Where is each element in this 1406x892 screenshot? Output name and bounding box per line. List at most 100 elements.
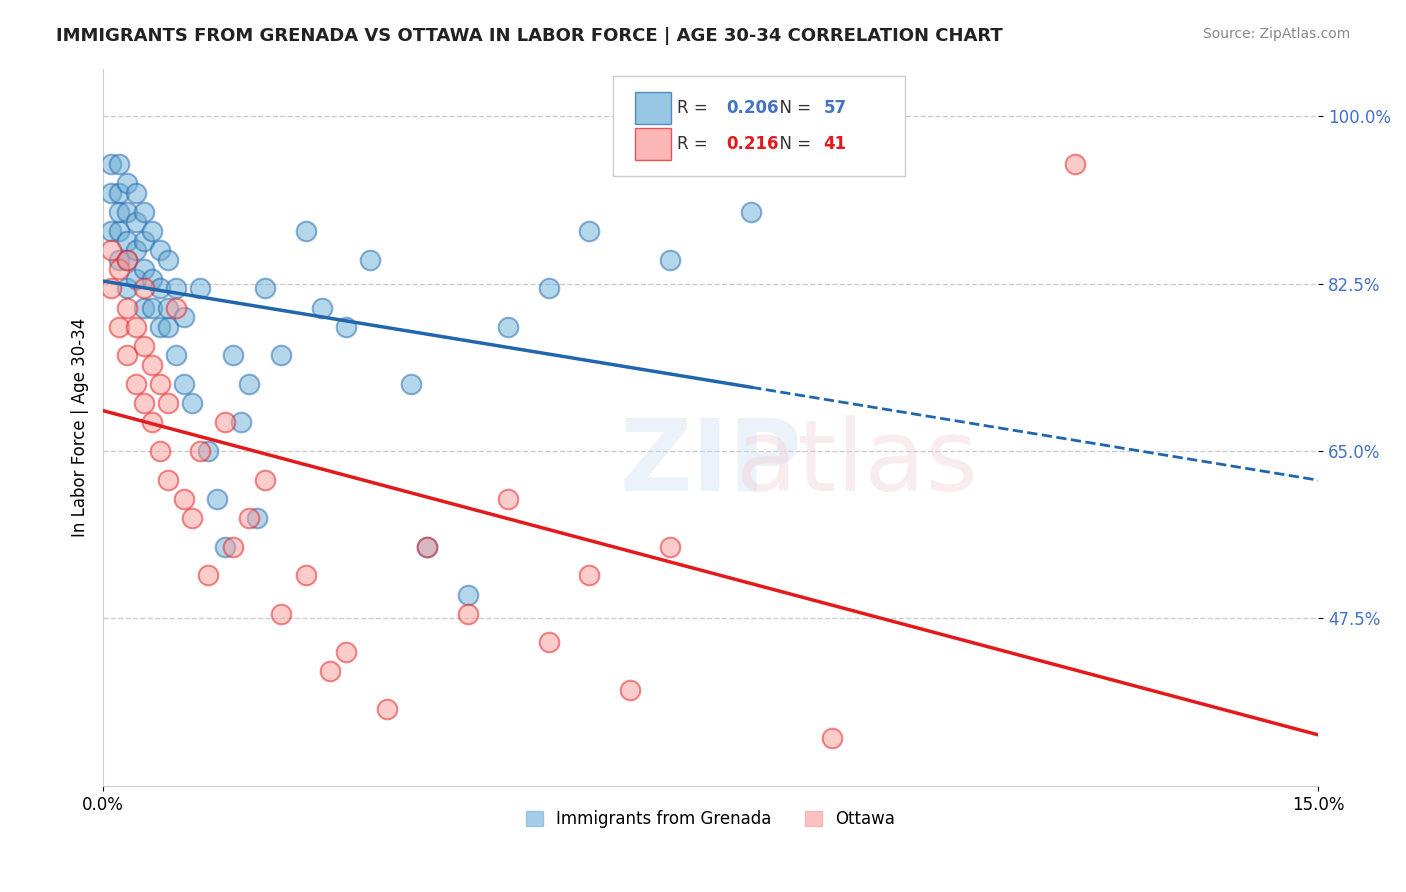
Point <box>132 301 155 315</box>
Point <box>821 731 844 745</box>
Y-axis label: In Labor Force | Age 30-34: In Labor Force | Age 30-34 <box>72 318 89 537</box>
Point <box>188 281 211 295</box>
Point <box>254 473 277 487</box>
Point <box>124 186 146 200</box>
Text: R =: R = <box>676 135 713 153</box>
Point <box>496 319 519 334</box>
Text: N =: N = <box>769 99 817 117</box>
Point <box>173 377 195 392</box>
Text: IMMIGRANTS FROM GRENADA VS OTTAWA IN LABOR FORCE | AGE 30-34 CORRELATION CHART: IMMIGRANTS FROM GRENADA VS OTTAWA IN LAB… <box>56 27 1002 45</box>
Text: 0.206: 0.206 <box>727 99 779 117</box>
Point <box>132 262 155 277</box>
Point <box>270 348 292 362</box>
Text: 41: 41 <box>824 135 846 153</box>
Point <box>222 540 245 554</box>
Point <box>156 473 179 487</box>
Point <box>457 587 479 601</box>
Point <box>149 319 172 334</box>
Point <box>740 205 762 219</box>
Point <box>416 540 439 554</box>
Point <box>188 444 211 458</box>
Point <box>165 281 187 295</box>
Point <box>108 157 131 171</box>
FancyBboxPatch shape <box>636 92 671 124</box>
Point <box>124 214 146 228</box>
Point <box>359 252 381 267</box>
FancyBboxPatch shape <box>613 76 905 176</box>
Point <box>197 444 219 458</box>
Text: atlas: atlas <box>735 415 977 511</box>
Point <box>100 186 122 200</box>
Point <box>100 224 122 238</box>
Point <box>659 252 682 267</box>
Point <box>254 281 277 295</box>
Point <box>156 301 179 315</box>
Point <box>214 416 236 430</box>
Text: Source: ZipAtlas.com: Source: ZipAtlas.com <box>1202 27 1350 41</box>
Point <box>141 272 163 286</box>
Point <box>496 491 519 506</box>
Point <box>132 396 155 410</box>
Point <box>181 396 204 410</box>
Point <box>246 511 269 525</box>
Point <box>124 244 146 258</box>
Point <box>108 224 131 238</box>
Point <box>238 377 260 392</box>
Point <box>156 252 179 267</box>
Point <box>197 568 219 582</box>
Point <box>165 301 187 315</box>
Point <box>149 244 172 258</box>
Point <box>165 348 187 362</box>
Point <box>141 301 163 315</box>
Point <box>117 252 139 267</box>
Point <box>311 301 333 315</box>
Point <box>117 176 139 190</box>
Point <box>578 224 600 238</box>
Point <box>238 511 260 525</box>
Point <box>100 157 122 171</box>
Legend: Immigrants from Grenada, Ottawa: Immigrants from Grenada, Ottawa <box>520 804 901 835</box>
Text: 0.216: 0.216 <box>727 135 779 153</box>
Point <box>537 281 560 295</box>
Point <box>108 319 131 334</box>
Point <box>457 607 479 621</box>
Point <box>222 348 245 362</box>
Point <box>117 234 139 248</box>
Point <box>100 244 122 258</box>
Point <box>149 377 172 392</box>
Point <box>132 234 155 248</box>
Point <box>108 252 131 267</box>
Point <box>149 281 172 295</box>
Point <box>659 540 682 554</box>
Text: 57: 57 <box>824 99 846 117</box>
Point <box>1064 157 1087 171</box>
Point <box>124 377 146 392</box>
Point <box>117 348 139 362</box>
Text: N =: N = <box>769 135 817 153</box>
Point <box>416 540 439 554</box>
Point <box>537 635 560 649</box>
Point <box>141 358 163 372</box>
Point <box>173 310 195 325</box>
Point <box>132 339 155 353</box>
Point <box>229 416 252 430</box>
Point <box>294 224 316 238</box>
Text: ZIP: ZIP <box>619 415 803 511</box>
Point <box>117 252 139 267</box>
Point <box>578 568 600 582</box>
Point <box>141 224 163 238</box>
Point <box>117 301 139 315</box>
Point <box>108 186 131 200</box>
Point <box>141 416 163 430</box>
Point <box>117 205 139 219</box>
Point <box>132 281 155 295</box>
Point <box>619 683 641 698</box>
Point <box>100 281 122 295</box>
Point <box>214 540 236 554</box>
Text: R =: R = <box>676 99 713 117</box>
Point <box>181 511 204 525</box>
Point <box>375 702 398 716</box>
Point <box>117 281 139 295</box>
Point <box>149 444 172 458</box>
Point <box>294 568 316 582</box>
